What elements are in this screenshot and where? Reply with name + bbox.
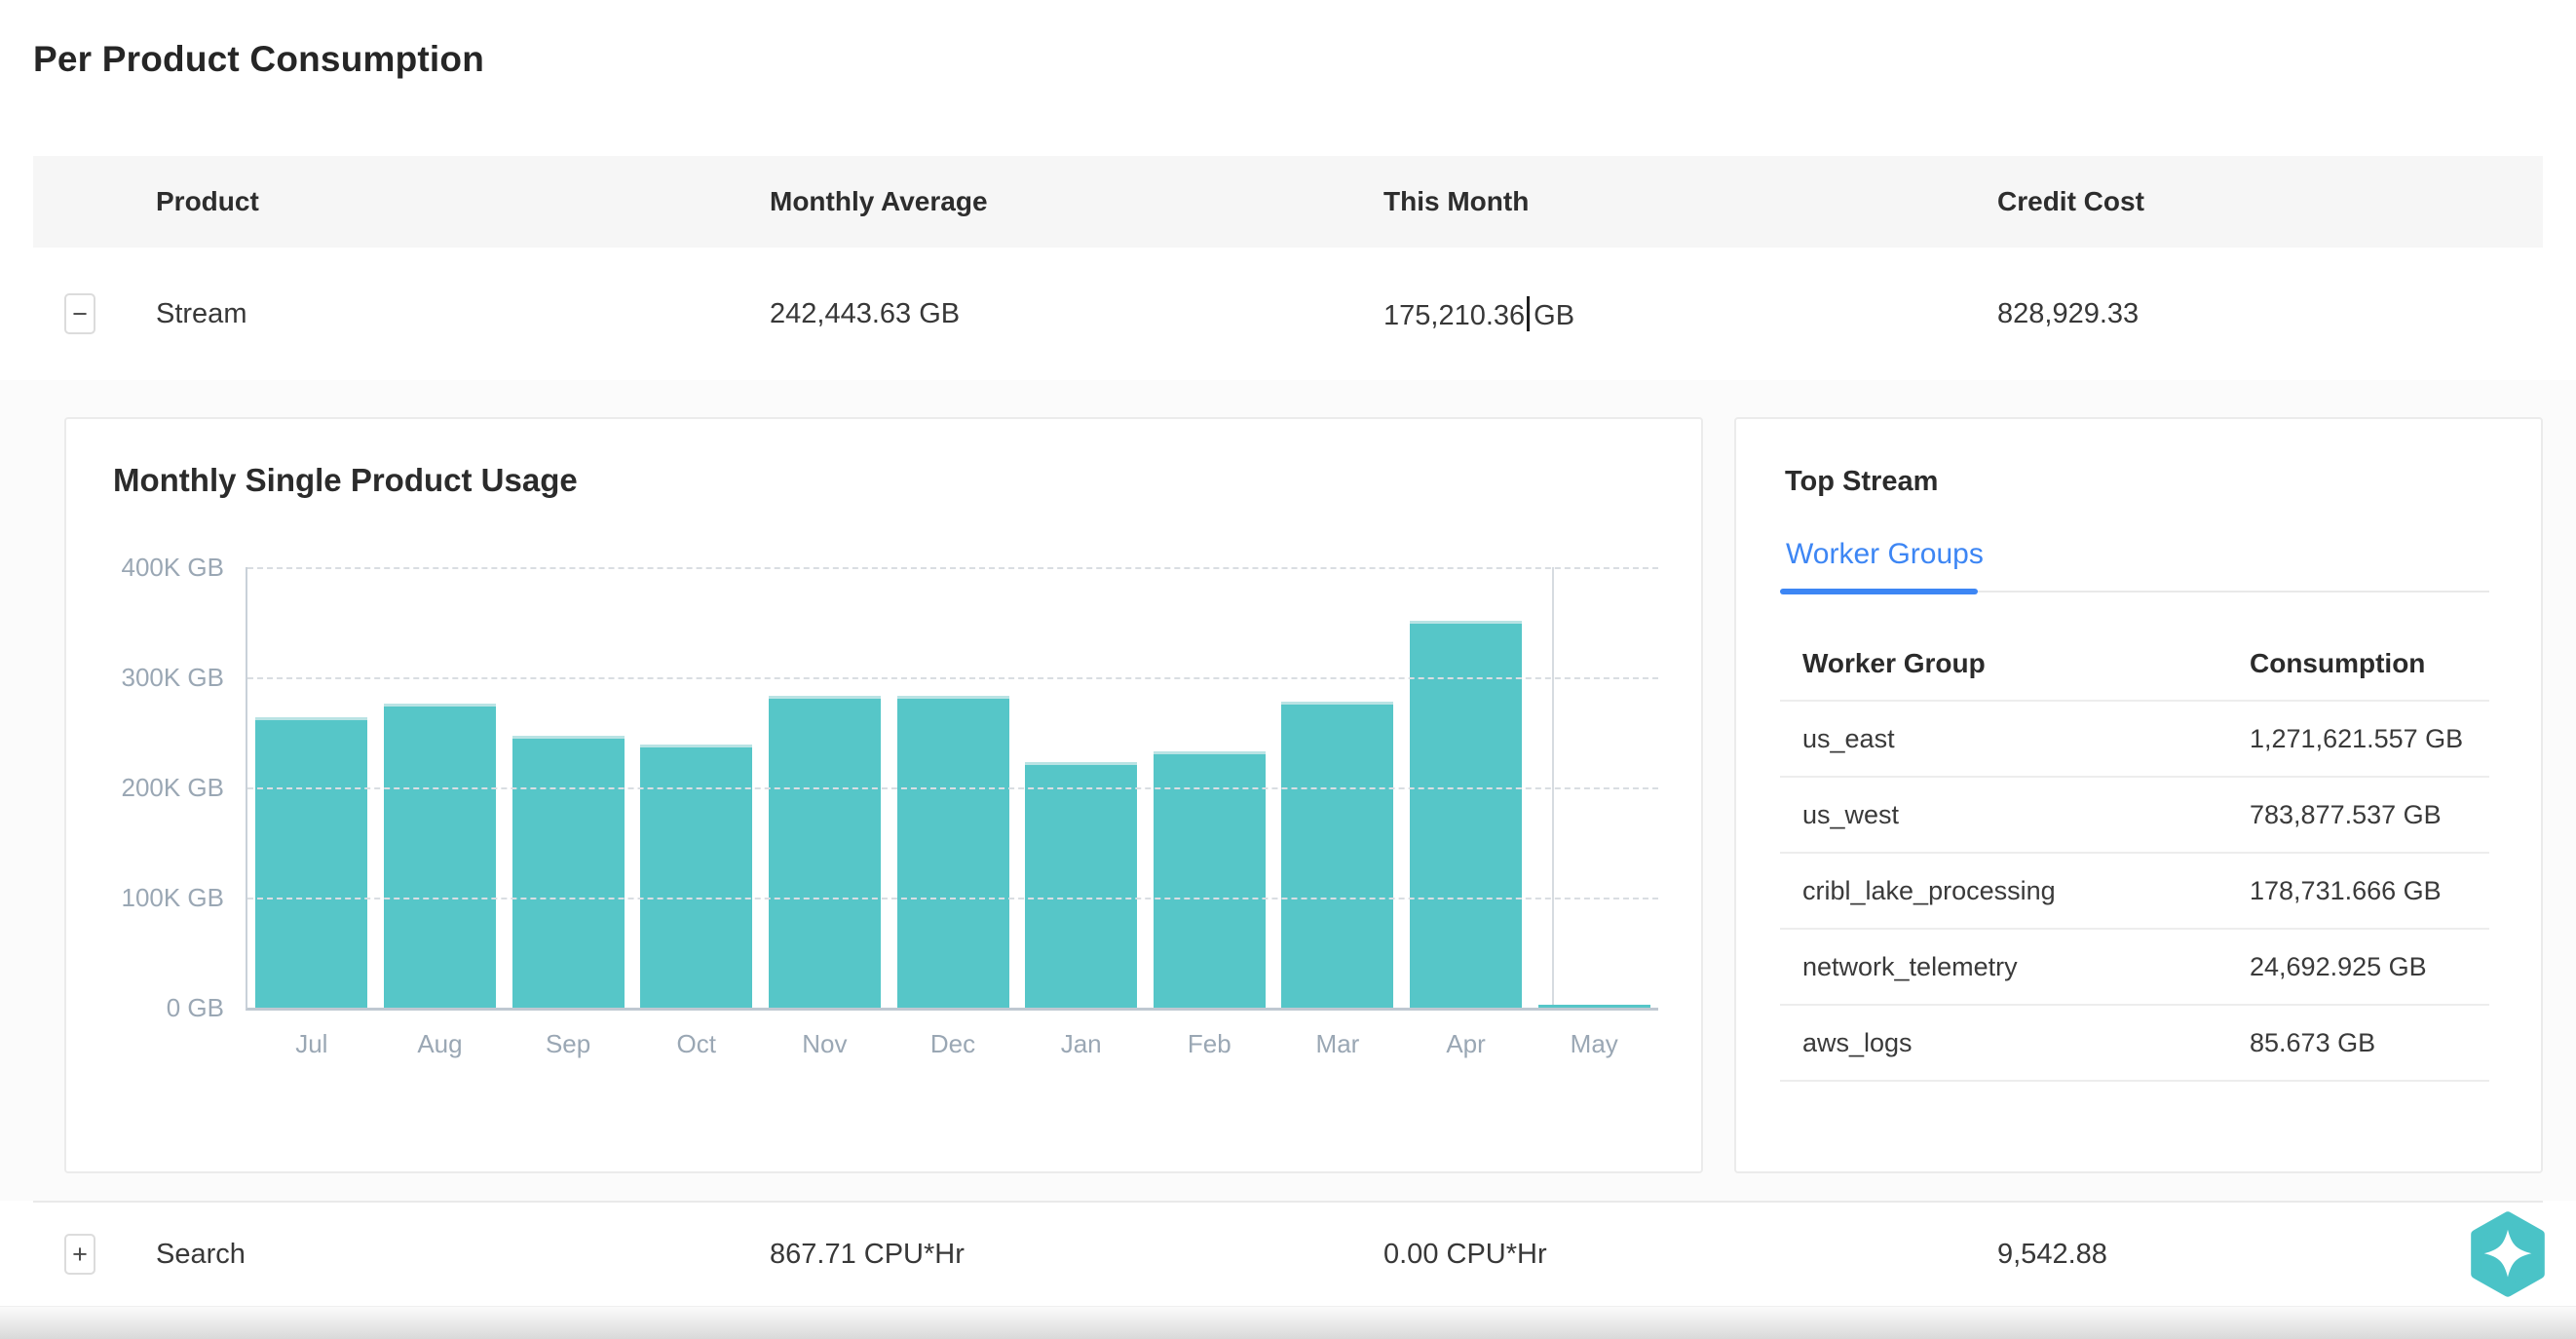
gridline <box>247 898 1658 899</box>
x-axis-label-dec: Dec <box>929 1029 976 1058</box>
bar-feb[interactable] <box>1153 750 1266 1008</box>
worker-group-consumption: 1,271,621.557 GB <box>2250 723 2464 753</box>
bar-apr[interactable] <box>1410 621 1523 1008</box>
page-title: Per Product Consumption <box>33 39 484 79</box>
search-monthly-average: 867.71 CPU*Hr <box>770 1238 965 1270</box>
expand-row-button[interactable]: + <box>64 1234 95 1275</box>
bar-dec[interactable] <box>896 696 1009 1008</box>
worker-group-consumption: 178,731.666 GB <box>2250 875 2442 905</box>
monthly-usage-chart-card: Monthly Single Product Usage Jul Aug Sep Oc… <box>64 417 1703 1173</box>
column-header-credit-cost: Credit Cost <box>1997 186 2144 216</box>
search-this-month: 0.00 CPU*Hr <box>1383 1238 1547 1270</box>
gridline <box>247 787 1658 789</box>
gridline <box>247 567 1658 569</box>
bar-slot <box>1017 567 1146 1008</box>
column-header-monthly-average: Monthly Average <box>770 186 988 216</box>
table-row: us_east 1,271,621.557 GB <box>1780 702 2489 778</box>
stream-expanded-panel: Monthly Single Product Usage Jul Aug Sep Oc… <box>0 380 2576 1201</box>
table-row: aws_logs 85.673 GB <box>1780 1006 2489 1082</box>
bar-slot <box>1273 567 1402 1008</box>
plot-area: Jul Aug Sep Oct Nov Dec Jan Feb Mar Apr May 400K G… <box>121 553 1658 1058</box>
x-axis-label-sep: Sep <box>545 1029 591 1058</box>
bar-slot <box>889 567 1017 1008</box>
bar-oct[interactable] <box>640 744 753 1008</box>
x-axis-label-aug: Aug <box>417 1029 463 1058</box>
top-stream-title: Top Stream <box>1785 466 1939 497</box>
tab-worker-groups[interactable]: Worker Groups <box>1786 538 1984 570</box>
table-row: network_telemetry 24,692.925 GB <box>1780 930 2489 1006</box>
worker-group-name: us_east <box>1802 723 1895 753</box>
y-axis-tick: 300K GB <box>121 663 224 692</box>
chart-title: Monthly Single Product Usage <box>113 462 578 498</box>
top-stream-card: Top Stream Worker Groups Worker Group Co… <box>1734 417 2543 1173</box>
column-header-this-month: This Month <box>1383 186 1530 216</box>
x-axis-label-feb: Feb <box>1187 1029 1231 1058</box>
worker-group-name: aws_logs <box>1802 1027 1913 1057</box>
table-row: us_west 783,877.537 GB <box>1780 778 2489 854</box>
y-axis-tick: 200K GB <box>121 773 224 802</box>
y-axis-tick: 0 GB <box>166 993 224 1022</box>
bar-slot <box>247 567 376 1008</box>
column-header-product: Product <box>156 186 259 216</box>
stream-product-name: Stream <box>156 297 247 329</box>
bar-slot <box>1530 567 1658 1008</box>
search-credit-cost: 9,542.88 <box>1997 1238 2107 1270</box>
y-axis-tick: 100K GB <box>121 883 224 912</box>
bar-jan[interactable] <box>1025 762 1138 1008</box>
x-axis-label-may: May <box>1570 1029 1618 1058</box>
bar-mar[interactable] <box>1281 701 1394 1008</box>
stream-credit-cost: 828,929.33 <box>1997 297 2140 329</box>
bar-slot <box>376 567 505 1008</box>
bar-jul[interactable] <box>255 716 368 1008</box>
top-stream-tab-bar: Worker Groups <box>1780 528 2489 594</box>
sparkle-hexagon-icon <box>2471 1211 2545 1297</box>
worker-group-name: cribl_lake_processing <box>1802 875 2056 905</box>
bottom-gradient-strip <box>0 1306 2576 1339</box>
consumption-table-header: Product Monthly Average This Month Credi… <box>33 156 2543 248</box>
x-axis-label-jul: Jul <box>295 1029 328 1058</box>
y-axis-tick: 400K GB <box>121 553 224 582</box>
column-header-consumption: Consumption <box>2250 648 2426 678</box>
x-axis-label-jan: Jan <box>1060 1029 1102 1058</box>
text-cursor <box>1527 295 1531 331</box>
bar-slot <box>504 567 632 1008</box>
collapse-row-button[interactable]: − <box>64 293 95 334</box>
table-row-search[interactable]: + Search 867.71 CPU*Hr 0.00 CPU*Hr 9,542… <box>33 1201 2543 1306</box>
stream-this-month: 175,210.36 GB <box>1383 295 1997 332</box>
table-row-stream[interactable]: − Stream 242,443.63 GB 175,210.36 GB 828,… <box>33 248 2543 380</box>
worker-group-consumption: 783,877.537 GB <box>2250 799 2442 829</box>
assistant-button[interactable] <box>2467 1211 2549 1297</box>
bar-aug[interactable] <box>383 704 496 1008</box>
bar-slot <box>1145 567 1273 1008</box>
active-tab-indicator <box>1780 589 1978 594</box>
bar-slot <box>1402 567 1531 1008</box>
worker-groups-table: Worker Group Consumption us_east 1,271,6… <box>1780 628 2489 1082</box>
x-axis-label-mar: Mar <box>1315 1029 1360 1058</box>
x-axis-label-apr: Apr <box>1446 1029 1486 1058</box>
worker-group-name: network_telemetry <box>1802 951 2018 981</box>
bar-nov[interactable] <box>768 696 881 1008</box>
worker-groups-table-header: Worker Group Consumption <box>1780 628 2489 702</box>
stream-monthly-average: 242,443.63 GB <box>770 297 961 329</box>
search-product-name: Search <box>156 1238 246 1270</box>
x-axis-label-oct: Oct <box>676 1029 716 1058</box>
table-row: cribl_lake_processing 178,731.666 GB <box>1780 854 2489 930</box>
x-axis-labels: Jul Aug Sep Oct Nov Dec Jan Feb Mar Apr May <box>247 1029 1658 1059</box>
worker-group-consumption: 85.673 GB <box>2250 1027 2376 1057</box>
bar-may[interactable] <box>1537 1005 1650 1008</box>
bar-sep[interactable] <box>511 735 625 1008</box>
column-header-worker-group: Worker Group <box>1802 648 1986 678</box>
gridline <box>247 677 1658 679</box>
x-axis-label-nov: Nov <box>802 1029 848 1058</box>
worker-group-consumption: 24,692.925 GB <box>2250 951 2427 981</box>
bar-slot <box>761 567 890 1008</box>
worker-group-name: us_west <box>1802 799 1900 829</box>
